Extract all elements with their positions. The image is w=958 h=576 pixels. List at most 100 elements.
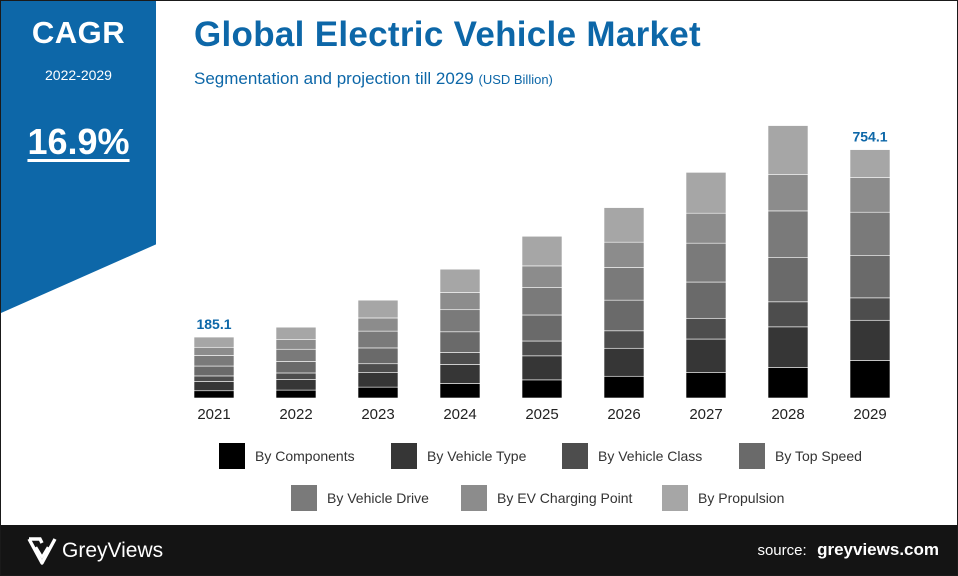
source-link[interactable]: greyviews.com	[817, 540, 939, 559]
bar-segment	[275, 379, 317, 391]
data-label: 754.1	[852, 129, 887, 145]
bar-segment	[275, 389, 317, 399]
legend-label: By Vehicle Drive	[327, 490, 429, 506]
bar-segment	[767, 210, 809, 258]
bar-segment	[521, 355, 563, 381]
chart-unit: (USD Billion)	[478, 72, 553, 87]
bar-segment	[849, 360, 891, 399]
legend-label: By EV Charging Point	[497, 490, 633, 506]
bar-segment	[439, 331, 481, 353]
bar-segment	[603, 267, 645, 301]
bar-segment	[193, 390, 235, 399]
bar-segment	[849, 319, 891, 361]
bar-segment	[767, 326, 809, 368]
bar-segment	[357, 299, 399, 319]
bar-segment	[603, 330, 645, 349]
bar-segment	[767, 367, 809, 399]
x-tick-label: 2021	[197, 406, 230, 423]
chart-subtitle: Segmentation and projection till 2029 (U…	[194, 69, 553, 89]
bar-segment	[193, 346, 235, 356]
bar-segment	[275, 339, 317, 350]
bar-segment	[357, 330, 399, 349]
legend-row: By Vehicle Drive By EV Charging Point By…	[1, 483, 957, 513]
bar-segment	[603, 207, 645, 243]
bar-segment	[603, 347, 645, 377]
legend-label: By Vehicle Type	[427, 448, 527, 464]
source-credit: source: greyviews.com	[757, 540, 939, 560]
bar-segment	[357, 363, 399, 373]
x-tick-label: 2026	[607, 406, 640, 423]
chart-title: Global Electric Vehicle Market	[194, 15, 701, 54]
source-label: source:	[757, 542, 807, 559]
x-tick-label: 2022	[279, 406, 312, 423]
legend-row: By Components By Vehicle Type By Vehicle…	[1, 441, 957, 471]
cagr-period: 2022-2029	[45, 67, 112, 83]
legend-swatch	[219, 443, 245, 469]
bar-segment	[357, 347, 399, 365]
bar-segment	[603, 241, 645, 268]
bar-segment	[439, 309, 481, 333]
bar-segment	[849, 211, 891, 256]
bar-segment	[357, 372, 399, 388]
bar-segment	[193, 375, 235, 382]
bar-segment	[193, 336, 235, 348]
legend-swatch	[662, 485, 688, 511]
bar-segment	[767, 174, 809, 212]
bar-segment	[521, 287, 563, 316]
bar-segment	[521, 340, 563, 357]
bar-segment	[439, 364, 481, 384]
legend-swatch	[461, 485, 487, 511]
bar-segment	[439, 383, 481, 399]
x-tick-label: 2025	[525, 406, 558, 423]
bar-segment	[685, 212, 727, 244]
x-tick-label: 2023	[361, 406, 394, 423]
data-label: 185.1	[196, 316, 231, 332]
cagr-panel: CAGR 2022-2029 16.9%	[1, 1, 156, 313]
legend-label: By Propulsion	[698, 490, 785, 506]
greyviews-logo-icon	[27, 537, 57, 565]
bar-segment	[685, 372, 727, 399]
brand-logo: GreyViews	[27, 533, 163, 567]
bar-segment	[685, 172, 727, 214]
bar-segment	[767, 125, 809, 175]
bar-segment	[439, 268, 481, 293]
bar-chart: 2021 185.1 2022 2023 2024 2025 2026 2027 2028 202…	[193, 125, 891, 423]
bar-segment	[685, 242, 727, 283]
bar-segment	[521, 235, 563, 267]
bar-segment	[275, 348, 317, 362]
bar-segment	[603, 375, 645, 399]
bar-segment	[193, 381, 235, 392]
bar-segment	[849, 149, 891, 178]
bar-segment	[193, 365, 235, 377]
bar-segment	[767, 257, 809, 303]
chart-subtitle-text: Segmentation and projection till 2029	[194, 69, 474, 88]
bar-segment	[357, 386, 399, 399]
legend-label: By Vehicle Class	[598, 448, 703, 464]
bar-segment	[275, 326, 317, 340]
bar-segment	[685, 281, 727, 319]
x-tick-label: 2028	[771, 406, 804, 423]
cagr-value: 16.9%	[27, 121, 130, 162]
bar-segment	[439, 292, 481, 311]
bar-segment	[685, 317, 727, 340]
legend-label: By Top Speed	[775, 448, 862, 464]
bar-segment	[603, 299, 645, 332]
bar-segment	[767, 301, 809, 328]
bar-segment	[849, 177, 891, 213]
x-tick-label: 2027	[689, 406, 722, 423]
cagr-title: CAGR	[31, 15, 126, 50]
legend-swatch	[291, 485, 317, 511]
bar-segment	[357, 317, 399, 332]
brand-name: GreyViews	[62, 539, 164, 562]
legend-swatch	[739, 443, 765, 469]
bar-segment	[275, 372, 317, 380]
legend-swatch	[391, 443, 417, 469]
bar-segment	[521, 379, 563, 399]
footer: GreyViews source: greyviews.com	[1, 525, 957, 575]
bar-segment	[849, 255, 891, 299]
bar-segment	[685, 338, 727, 373]
bar-segment	[521, 314, 563, 342]
bar-segment	[193, 355, 235, 367]
legend-swatch	[562, 443, 588, 469]
